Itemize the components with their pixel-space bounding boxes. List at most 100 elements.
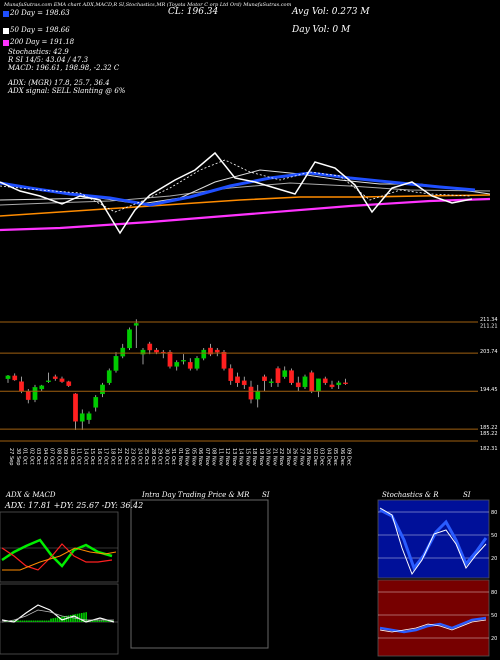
price-level-label: 182.31 — [480, 446, 498, 452]
rsi-tick-label: 50 — [491, 613, 497, 619]
macd-label: MACD: 196.61, 198.98, -2.32 C — [8, 64, 120, 72]
candle-body — [46, 380, 51, 382]
candle-body — [120, 347, 126, 357]
intra-panel-frame — [130, 499, 269, 649]
candle-body — [66, 381, 72, 386]
date-tick-label: 24 Oct — [136, 448, 142, 465]
date-tick-label: 03 Dec — [319, 448, 325, 466]
macd-histogram-bar — [45, 620, 48, 622]
price-dotted-line — [0, 159, 471, 213]
header-topline: MunafaSutras.com EMA chart ADX,MACD,R SI… — [4, 2, 292, 8]
candle-body — [181, 360, 186, 362]
macd-histogram-bar — [85, 612, 87, 622]
date-tick-label: 02 Oct — [28, 448, 34, 465]
date-tick-label: 25 Nov — [285, 448, 291, 466]
date-tick-label: 02 Dec — [312, 448, 318, 466]
date-tick-label: 26 Nov — [292, 448, 298, 466]
date-tick-label: 04 Oct — [42, 448, 48, 465]
price-level-label: 194.45 — [480, 387, 498, 393]
candle-body — [221, 351, 227, 369]
candle-body — [5, 375, 11, 379]
date-tick-label: 05 Dec — [332, 448, 338, 466]
price-level-label: 211.21 — [480, 324, 498, 330]
macd-histogram-bar — [28, 620, 30, 622]
macd-histogram-bar — [100, 620, 103, 622]
bottom-panels: 80 50 20 80 50 20 — [0, 499, 497, 657]
candle-body — [343, 382, 348, 384]
macd-histogram-bar — [39, 620, 41, 622]
date-tick-label: 16 Oct — [96, 448, 102, 465]
date-tick-label: 14 Oct — [82, 448, 88, 465]
macd-histogram-bar — [41, 620, 43, 622]
macd-histogram-bar — [34, 620, 37, 622]
macd-histogram-bar — [92, 620, 94, 622]
macd-histogram-bar — [37, 620, 39, 622]
price-level-label: 185.22 — [480, 425, 498, 431]
candle-body — [316, 378, 321, 392]
candle-body — [322, 378, 328, 383]
ema20-label: 20 Day = 198.63 — [10, 9, 70, 17]
date-tick-label: 27 Nov — [298, 448, 304, 466]
date-tick-label: 06 Nov — [197, 448, 203, 466]
date-tick-label: 13 Nov — [231, 448, 237, 466]
candle-body — [214, 349, 220, 353]
ema200-label: 200 Day = 191.18 — [10, 38, 75, 46]
date-tick-label: 29 Nov — [305, 448, 311, 466]
candle-body — [127, 329, 132, 349]
candle-body — [59, 378, 65, 382]
candle-body — [32, 387, 38, 400]
candle-body — [268, 381, 274, 383]
macd-histogram-bar — [94, 620, 96, 622]
date-tick-label: 18 Nov — [251, 448, 257, 466]
plus-dy-line — [1, 538, 113, 568]
rsi-tick-label: 80 — [491, 590, 497, 596]
date-tick-label: 28 Oct — [150, 448, 156, 465]
macd-histogram-bar — [17, 620, 19, 622]
date-tick-label: 29 Oct — [157, 448, 163, 465]
date-tick-label: 07 Oct — [49, 448, 55, 465]
date-tick-label: 01 Oct — [22, 448, 28, 465]
date-tick-label: 08 Nov — [211, 448, 217, 466]
candle-body — [86, 413, 92, 420]
day-vol-label: Day Vol: 0 M — [292, 25, 351, 35]
stoch-k-line — [379, 508, 488, 572]
stoch-tick-label: 80 — [491, 510, 497, 516]
ema20-swatch — [3, 11, 9, 17]
date-tick-label: 30 Oct — [163, 448, 169, 465]
macd-histogram-bar — [81, 613, 83, 622]
stoch-tick-label: 20 — [491, 556, 497, 562]
macd-histogram-bar — [105, 620, 107, 622]
candle-body — [133, 323, 139, 326]
rsi-label: R SI 14/5: 43.04 / 47.3 — [8, 56, 89, 64]
candle-body — [282, 370, 288, 377]
date-tick-label: 06 Dec — [339, 448, 345, 466]
macd-histogram-bar — [72, 614, 74, 622]
date-tick-label: 21 Nov — [271, 448, 277, 466]
candle-body — [167, 351, 173, 367]
date-tick-label: 21 Oct — [116, 448, 122, 465]
candle-body — [93, 397, 99, 408]
macd-histogram-bar — [83, 612, 85, 622]
candle-body — [19, 381, 24, 392]
adx-panel-title: ADX & MACD — [6, 491, 56, 499]
ema50-label: 50 Day = 198.66 — [10, 26, 70, 34]
macd-histogram-bar — [96, 620, 98, 622]
date-tick-label: 20 Nov — [265, 448, 271, 466]
date-tick-label: 22 Nov — [278, 448, 284, 466]
stoch-panel-si: SI — [463, 491, 471, 499]
ema200-swatch — [3, 40, 9, 46]
macd-histogram-bar — [98, 620, 101, 622]
date-tick-label: 10 Oct — [69, 448, 75, 465]
stoch-tick-label: 50 — [491, 533, 497, 539]
candle-body — [79, 413, 85, 422]
candle-body — [336, 382, 342, 386]
intra-panel-si: SI — [262, 491, 270, 499]
macd-histogram-bar — [107, 620, 109, 622]
candle-body — [154, 349, 159, 353]
ema200-line — [0, 194, 491, 217]
candle-body — [73, 393, 78, 422]
ema50-swatch — [3, 28, 9, 34]
date-tick-label: 15 Oct — [89, 448, 95, 465]
